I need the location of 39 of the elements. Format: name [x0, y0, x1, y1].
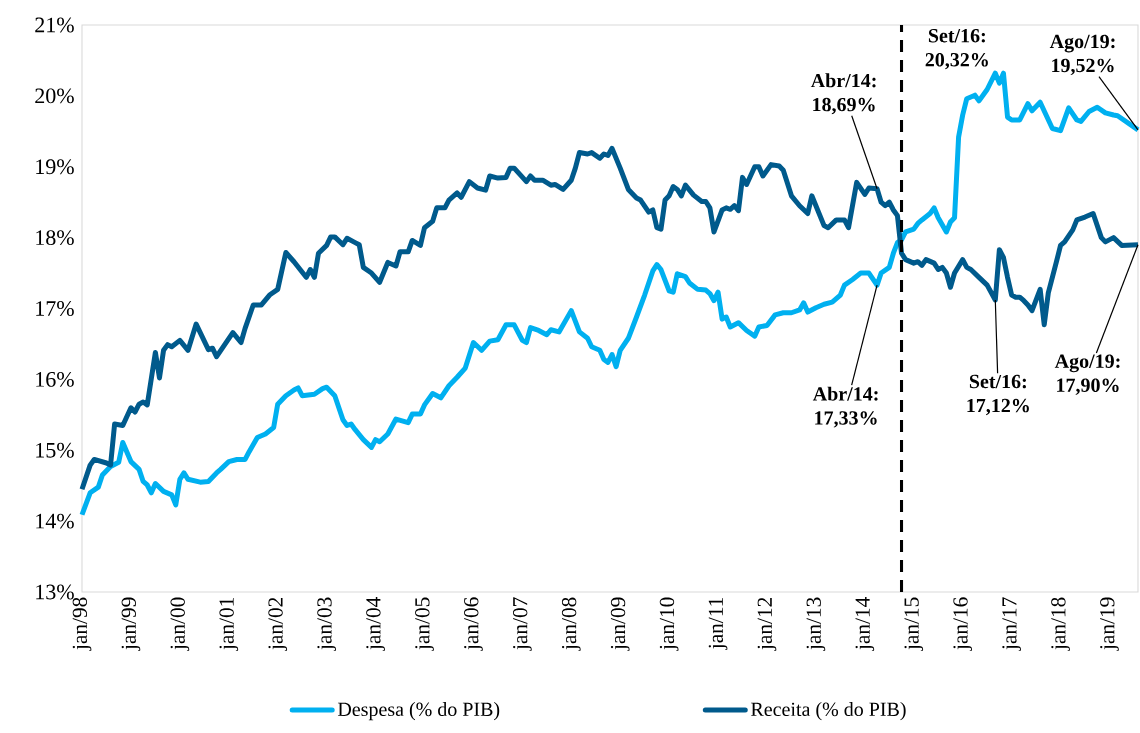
x-tick-label: jan/06	[464, 597, 483, 651]
x-tick-label: jan/01	[219, 597, 239, 651]
x-tick-label: jan/02	[268, 597, 288, 651]
x-tick-label: jan/18	[1051, 597, 1070, 651]
y-tick-label: 18%	[36, 230, 74, 246]
x-tick-label: jan/16	[953, 597, 973, 651]
x-tick-label: jan/98	[72, 597, 92, 651]
y-tick-label: 17%	[36, 301, 74, 316]
y-tick-label: 20%	[35, 88, 74, 104]
annotation: Abr/14: 17,33%	[812, 386, 878, 428]
y-tick-label: 19%	[36, 159, 74, 175]
x-tick-label: jan/19	[1100, 597, 1119, 651]
legend-label: Despesa (% do PIB)	[337, 702, 500, 721]
x-tick-label: jan/15	[904, 597, 924, 651]
annotation: Ago/19: 17,90%	[1054, 354, 1120, 395]
x-tick-label: jan/09	[610, 597, 630, 651]
annotation: Abr/14: 18,69%	[810, 73, 876, 115]
x-tick-label: jan/13	[806, 597, 826, 651]
x-tick-label: jan/12	[757, 597, 777, 651]
x-tick-label: jan/99	[121, 597, 141, 651]
x-tick-label: jan/08	[561, 597, 581, 651]
x-tick-label: jan/07	[512, 597, 532, 651]
x-tick-label: jan/00	[170, 597, 190, 651]
x-tick-label: jan/17	[1002, 597, 1021, 651]
y-tick-label: 14%	[36, 513, 74, 529]
x-tick-label: jan/03	[317, 597, 336, 651]
y-tick-label: 21%	[35, 17, 74, 33]
y-tick-label: 13%	[36, 584, 74, 600]
x-tick-label: jan/11	[708, 597, 728, 650]
x-tick-label: jan/04	[366, 597, 385, 651]
x-tick-label: jan/14	[855, 597, 875, 651]
legend-label: Receita (% do PIB)	[751, 702, 906, 721]
y-tick-label: 16%	[36, 371, 74, 387]
annotation: Set/16: 20,32%	[925, 29, 988, 70]
y-tick-label: 15%	[36, 442, 74, 458]
annotation: Set/16: 17,12%	[967, 374, 1029, 416]
annotation: Ago/19: 19,52%	[1049, 34, 1115, 76]
x-tick-label: jan/05	[415, 597, 434, 651]
x-tick-label: jan/10	[659, 597, 679, 651]
